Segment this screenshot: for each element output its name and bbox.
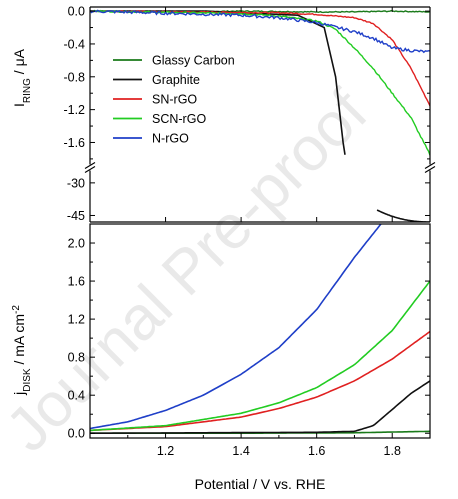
ring-upper-plot xyxy=(90,9,430,156)
legend: Glassy Carbon Graphite SN-rGO SCN-rGO N-rGO xyxy=(113,54,235,146)
disk-panel: 0.0 0.4 0.8 1.2 1.6 2.0 1.2 1.4 1.6 1.8 xyxy=(68,221,431,458)
ring-line-n-rgo xyxy=(90,9,430,54)
disk-ytick-label: 0.0 xyxy=(68,427,85,441)
disk-y-axis-label-main: j xyxy=(11,392,27,396)
disk-line-graphite xyxy=(90,380,430,434)
legend-label-scn-rgo: SCN-rGO xyxy=(152,112,206,126)
legend-label-graphite: Graphite xyxy=(152,73,200,87)
ring-panel: 0.0 -0.4 -0.8 -1.2 -1.6 -30 -45 xyxy=(63,5,436,223)
disk-plot xyxy=(90,224,430,434)
ring-ytick-label: 0.0 xyxy=(68,5,85,19)
ring-line-sn-rgo xyxy=(90,10,430,107)
ring-line-scn-rgo xyxy=(90,9,430,156)
legend-label-sn-rgo: SN-rGO xyxy=(152,93,197,107)
ring-ytick-label: -0.8 xyxy=(63,70,85,84)
disk-y-axis-label-subscript: DISK xyxy=(22,368,33,392)
ring-y-axis-label-unit: / μA xyxy=(11,48,27,78)
disk-y-axis-label-superscript: -2 xyxy=(11,305,22,314)
disk-ytick-label: 0.8 xyxy=(68,351,85,365)
disk-xtick-label: 1.2 xyxy=(157,444,174,458)
disk-y-axis-label-unit: / mA cm xyxy=(11,314,27,368)
axis-break-mark-0-b xyxy=(84,166,96,173)
ring-y-axis-label-main: I xyxy=(11,103,27,107)
axis-break-mask-left xyxy=(86,164,94,171)
x-axis-label: Potential / V vs. RHE xyxy=(195,476,326,492)
watermark-text: Journal Pre-proof xyxy=(0,77,381,465)
disk-xtick-label: 1.4 xyxy=(232,444,249,458)
ring-y-axis-label-subscript: RING xyxy=(22,78,33,103)
axis-break-mark-0-a xyxy=(84,162,96,169)
axis-break-mask-right xyxy=(426,164,434,171)
ring-ytick-label: -1.6 xyxy=(63,136,85,150)
disk-ytick-label: 0.4 xyxy=(68,389,85,403)
disk-ytick-label: 2.0 xyxy=(68,237,85,251)
disk-y-axis-label: jDISK / mA cm-2 xyxy=(11,305,33,396)
axis-break-mark-1-a xyxy=(424,162,436,169)
disk-ytick-label: 1.6 xyxy=(68,275,85,289)
ring-line-graphite-lower xyxy=(376,209,430,222)
disk-line-scn-rgo xyxy=(90,280,430,432)
axis-break-mark-1-b xyxy=(424,166,436,173)
ring-ytick-label: -0.4 xyxy=(63,37,85,51)
ring-lower-ytick-label: -45 xyxy=(67,209,85,223)
disk-frame xyxy=(89,223,431,439)
disk-xtick-label: 1.6 xyxy=(308,444,325,458)
legend-label-glassy-carbon: Glassy Carbon xyxy=(152,54,235,68)
ring-lower-ytick-label: -30 xyxy=(67,176,85,190)
disk-ytick-label: 1.2 xyxy=(68,313,85,327)
watermark: Journal Pre-proof xyxy=(0,77,381,465)
ring-y-axis-label: IRING / μA xyxy=(11,48,33,107)
ring-lower-plot xyxy=(376,209,430,222)
axis-labels: Potential / V vs. RHE IRING / μA jDISK / m… xyxy=(11,48,326,492)
disk-xtick-label: 1.8 xyxy=(384,444,401,458)
legend-label-n-rgo: N-rGO xyxy=(152,132,189,146)
disk-line-n-rgo xyxy=(90,224,382,430)
ring-ytick-label: -1.2 xyxy=(63,103,85,117)
